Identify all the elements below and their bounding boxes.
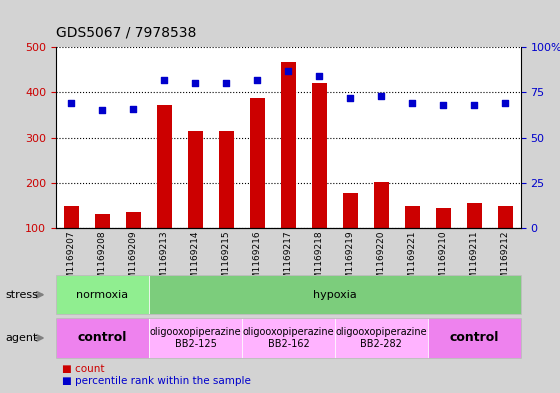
Bar	[188, 131, 203, 228]
Bar	[218, 131, 234, 228]
Text: control: control	[78, 331, 127, 345]
Point	[470, 102, 479, 108]
Point	[346, 95, 355, 101]
Point	[98, 107, 107, 114]
Point	[129, 105, 138, 112]
Text: oligooxopiperazine
BB2-125: oligooxopiperazine BB2-125	[150, 327, 241, 349]
Point	[253, 77, 262, 83]
Text: ■ count: ■ count	[62, 364, 104, 375]
Bar	[125, 212, 141, 228]
Point	[501, 100, 510, 107]
Bar	[95, 214, 110, 228]
Bar	[343, 193, 358, 228]
Text: normoxia: normoxia	[76, 290, 129, 300]
Bar	[466, 203, 482, 228]
Bar	[281, 62, 296, 228]
Bar	[157, 105, 172, 228]
Point	[408, 100, 417, 107]
Point	[377, 93, 386, 99]
Point	[315, 73, 324, 79]
Text: control: control	[450, 331, 499, 345]
Bar	[250, 98, 265, 228]
Bar	[405, 206, 420, 228]
Text: oligooxopiperazine
BB2-282: oligooxopiperazine BB2-282	[335, 327, 427, 349]
Bar	[374, 182, 389, 228]
Text: agent: agent	[6, 333, 38, 343]
Point	[222, 80, 231, 86]
Bar	[498, 206, 513, 228]
Point	[191, 80, 200, 86]
Point	[160, 77, 169, 83]
Bar	[312, 83, 327, 228]
Point	[284, 68, 293, 74]
Text: oligooxopiperazine
BB2-162: oligooxopiperazine BB2-162	[242, 327, 334, 349]
Text: ■ percentile rank within the sample: ■ percentile rank within the sample	[62, 376, 250, 386]
Text: stress: stress	[6, 290, 39, 300]
Text: hypoxia: hypoxia	[313, 290, 357, 300]
Bar	[436, 208, 451, 228]
Text: GDS5067 / 7978538: GDS5067 / 7978538	[56, 26, 197, 40]
Point	[67, 100, 76, 107]
Bar	[64, 206, 80, 228]
Point	[439, 102, 448, 108]
